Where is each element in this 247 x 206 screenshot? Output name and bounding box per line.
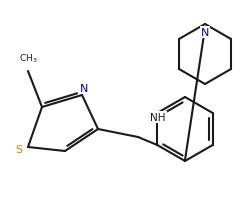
Text: N: N: [80, 84, 88, 94]
Text: CH$_3$: CH$_3$: [19, 52, 37, 65]
Text: S: S: [16, 144, 22, 154]
Text: N: N: [201, 28, 209, 38]
Text: NH: NH: [150, 112, 166, 122]
